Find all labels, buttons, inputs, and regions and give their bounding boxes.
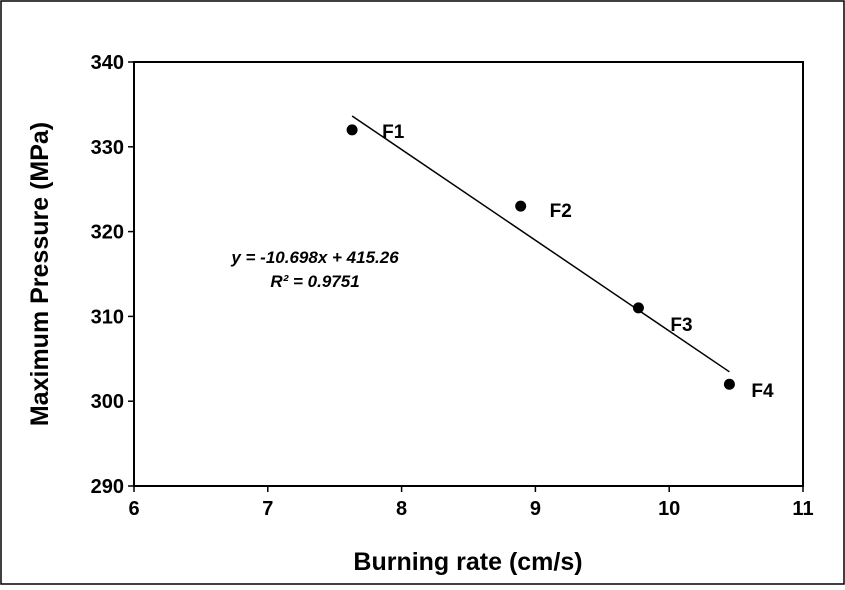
x-tick-label: 8 (396, 498, 407, 520)
data-points (346, 124, 735, 390)
point-label-f4: F4 (751, 381, 774, 402)
y-tick-label: 340 (91, 52, 124, 74)
point-label-f1: F1 (382, 122, 405, 143)
y-axis: 290 300 310 320 330 340 (91, 52, 134, 498)
y-tick-label: 310 (91, 306, 124, 328)
x-tick-label: 11 (792, 498, 813, 520)
y-tick-label: 290 (91, 476, 124, 498)
trendline-r-squared: R² = 0.9751 (270, 272, 359, 291)
x-axis: 6 7 8 9 10 11 (128, 486, 814, 520)
x-tick-label: 7 (262, 498, 273, 520)
data-point-f1 (346, 124, 358, 136)
x-tick-label: 6 (128, 498, 139, 520)
x-axis-title: Burning rate (cm/s) (353, 548, 582, 576)
data-point-f4 (723, 378, 735, 390)
point-labels: F1 F2 F3 F4 (382, 122, 774, 402)
trendline-equation: y = -10.698x + 415.26 (230, 248, 399, 267)
y-tick-label: 300 (91, 391, 124, 413)
x-tick-label: 10 (658, 498, 680, 520)
plot-area (133, 61, 804, 487)
trendline-group (351, 115, 730, 373)
y-tick-label: 330 (91, 137, 124, 159)
x-tick-label: 9 (530, 498, 541, 520)
point-label-f2: F2 (550, 201, 572, 222)
point-label-f3: F3 (670, 315, 692, 336)
trendline (351, 115, 730, 373)
data-point-f3 (632, 302, 644, 314)
y-tick-label: 320 (91, 222, 124, 244)
y-axis-title: Maximum Pressure (MPa) (26, 122, 54, 426)
data-point-f2 (515, 200, 527, 212)
